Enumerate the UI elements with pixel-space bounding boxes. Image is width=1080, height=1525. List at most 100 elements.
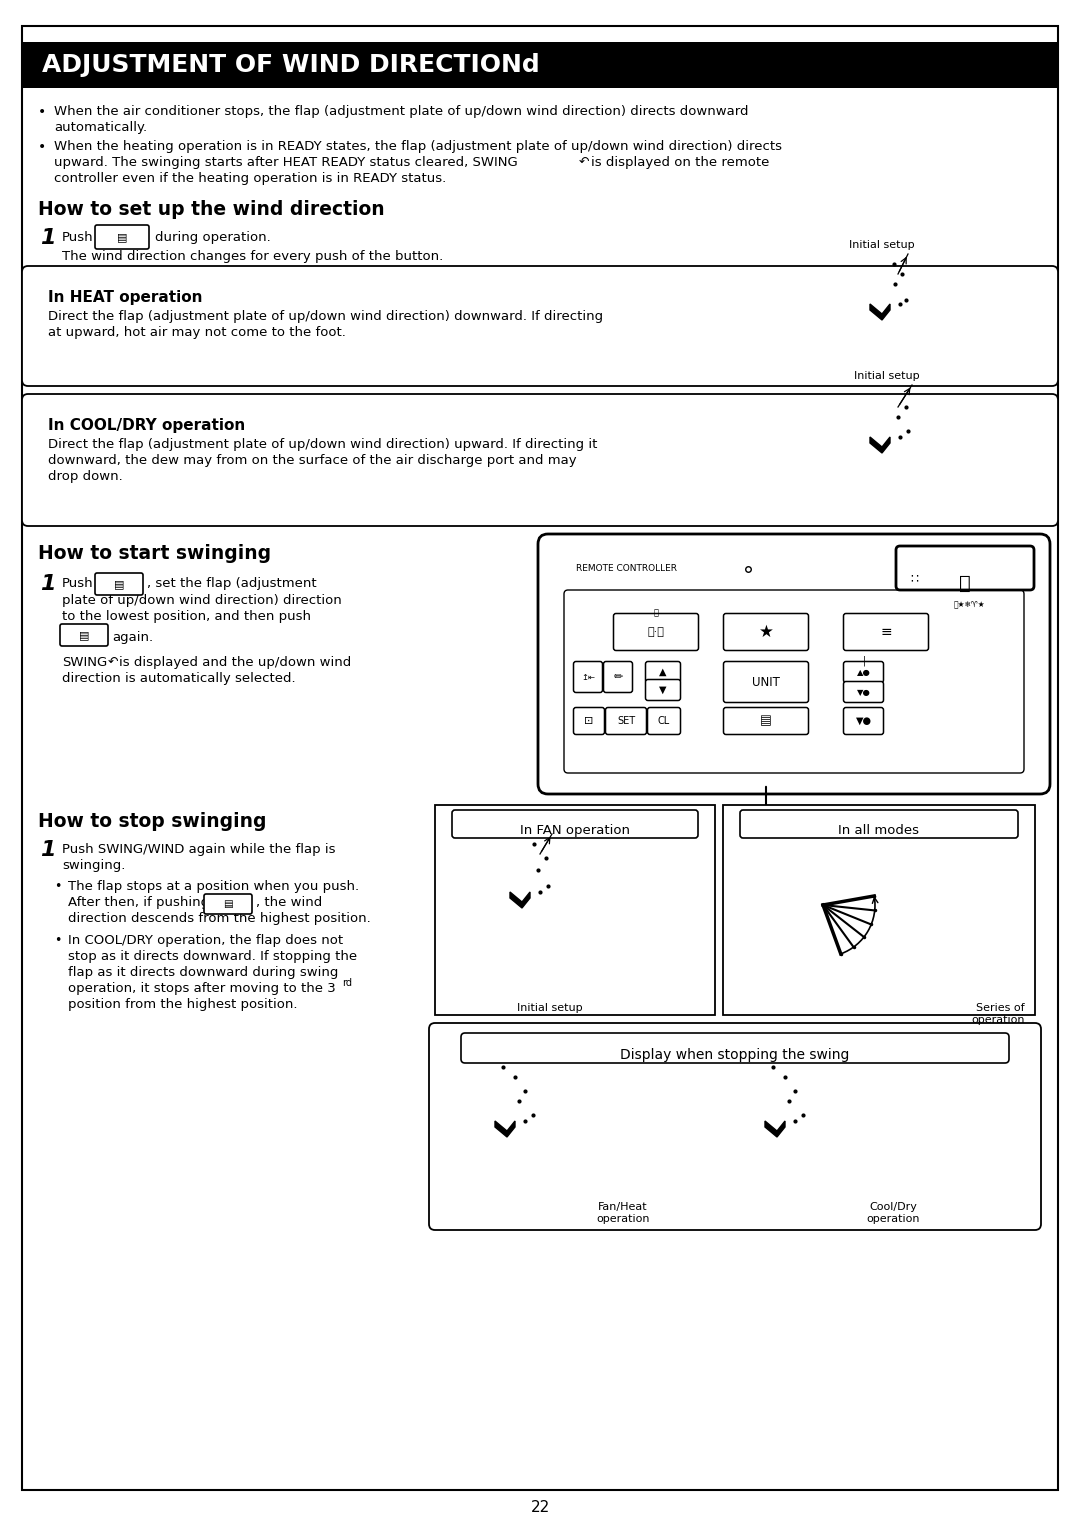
Text: When the air conditioner stops, the flap (adjustment plate of up/down wind direc: When the air conditioner stops, the flap…	[54, 105, 748, 117]
FancyBboxPatch shape	[843, 662, 883, 683]
Text: 1: 1	[40, 229, 55, 249]
Text: position from the highest position.: position from the highest position.	[68, 997, 297, 1011]
Bar	[22, 43, 1058, 88]
FancyBboxPatch shape	[453, 810, 698, 839]
Text: |: |	[862, 656, 866, 666]
Text: during operation.: during operation.	[156, 230, 271, 244]
Text: SET: SET	[617, 717, 635, 726]
Text: ✏: ✏	[613, 673, 623, 682]
FancyBboxPatch shape	[538, 534, 1050, 795]
Polygon shape	[870, 303, 890, 320]
Text: In all modes: In all modes	[838, 824, 919, 837]
Text: ▲●: ▲●	[856, 668, 870, 677]
Text: ▼: ▼	[659, 685, 666, 695]
Text: direction is automatically selected.: direction is automatically selected.	[62, 673, 296, 685]
Text: Ⓐ★❄♈★: Ⓐ★❄♈★	[954, 599, 985, 608]
Polygon shape	[870, 438, 890, 453]
Text: The wind direction changes for every push of the button.: The wind direction changes for every pus…	[62, 250, 443, 262]
FancyBboxPatch shape	[564, 590, 1024, 773]
Text: drop down.: drop down.	[48, 470, 123, 483]
Text: at upward, hot air may not come to the foot.: at upward, hot air may not come to the f…	[48, 326, 346, 339]
Text: Push SWING/WIND again while the flap is: Push SWING/WIND again while the flap is	[62, 843, 336, 856]
Text: In HEAT operation: In HEAT operation	[48, 290, 203, 305]
Text: After then, if pushing: After then, if pushing	[68, 897, 210, 909]
Text: upward. The swinging starts after HEAT READY status cleared, SWING: upward. The swinging starts after HEAT R…	[54, 156, 517, 169]
Text: The flap stops at a position when you push.: The flap stops at a position when you pu…	[68, 880, 360, 894]
FancyBboxPatch shape	[22, 393, 1058, 526]
Text: Direct the flap (adjustment plate of up/down wind direction) upward. If directin: Direct the flap (adjustment plate of up/…	[48, 438, 597, 451]
FancyBboxPatch shape	[573, 662, 603, 692]
FancyBboxPatch shape	[435, 805, 715, 1016]
FancyBboxPatch shape	[723, 805, 1035, 1016]
Text: ▤: ▤	[760, 715, 772, 727]
Text: automatically.: automatically.	[54, 120, 147, 134]
FancyBboxPatch shape	[461, 1032, 1009, 1063]
Text: , set the flap (adjustment: , set the flap (adjustment	[147, 576, 316, 590]
Text: ★: ★	[758, 624, 773, 640]
FancyBboxPatch shape	[843, 708, 883, 735]
Text: ⏲: ⏲	[653, 608, 659, 618]
Text: , the wind: , the wind	[256, 897, 322, 909]
Text: Cool/Dry
operation: Cool/Dry operation	[866, 1202, 920, 1223]
Text: How to start swinging: How to start swinging	[38, 544, 271, 563]
Text: is displayed on the remote: is displayed on the remote	[591, 156, 769, 169]
Text: UNIT: UNIT	[752, 676, 780, 688]
FancyBboxPatch shape	[724, 708, 809, 735]
FancyBboxPatch shape	[60, 624, 108, 647]
FancyBboxPatch shape	[22, 265, 1058, 386]
FancyBboxPatch shape	[429, 1023, 1041, 1231]
Text: ⊡: ⊡	[584, 717, 594, 726]
FancyBboxPatch shape	[646, 680, 680, 700]
FancyBboxPatch shape	[843, 682, 883, 703]
Text: In COOL/DRY operation: In COOL/DRY operation	[48, 418, 245, 433]
Text: In COOL/DRY operation, the flap does not: In COOL/DRY operation, the flap does not	[68, 933, 343, 947]
Text: Display when stopping the swing: Display when stopping the swing	[620, 1048, 850, 1061]
Text: 22: 22	[530, 1501, 550, 1514]
Text: 1: 1	[40, 840, 55, 860]
FancyBboxPatch shape	[573, 708, 605, 735]
Text: CL: CL	[658, 717, 670, 726]
Text: •: •	[54, 880, 62, 894]
Text: ↶: ↶	[108, 656, 119, 669]
Polygon shape	[495, 1121, 515, 1138]
FancyBboxPatch shape	[613, 613, 699, 651]
Text: When the heating operation is in READY states, the flap (adjustment plate of up/: When the heating operation is in READY s…	[54, 140, 782, 153]
Text: •: •	[54, 933, 62, 947]
Text: •: •	[38, 140, 46, 154]
Text: ⏻: ⏻	[959, 573, 971, 593]
Text: REMOTE CONTROLLER: REMOTE CONTROLLER	[576, 564, 677, 573]
Text: Initial setup: Initial setup	[517, 1003, 583, 1013]
Text: ▲: ▲	[659, 666, 666, 677]
FancyBboxPatch shape	[95, 226, 149, 249]
Text: ⏲·⏻: ⏲·⏻	[648, 627, 664, 637]
Text: •: •	[38, 105, 46, 119]
FancyBboxPatch shape	[22, 26, 1058, 1490]
Text: Push: Push	[62, 576, 94, 590]
FancyBboxPatch shape	[740, 810, 1018, 839]
Text: ADJUSTMENT OF WIND DIRECTIONd: ADJUSTMENT OF WIND DIRECTIONd	[42, 53, 540, 76]
FancyBboxPatch shape	[896, 546, 1034, 590]
Polygon shape	[765, 1121, 785, 1138]
FancyBboxPatch shape	[724, 662, 809, 703]
Text: Initial setup: Initial setup	[854, 371, 920, 381]
Text: swinging.: swinging.	[62, 859, 125, 872]
FancyBboxPatch shape	[606, 708, 647, 735]
Text: direction descends from the highest position.: direction descends from the highest posi…	[68, 912, 370, 926]
Text: ▤: ▤	[224, 900, 233, 909]
Text: ▤: ▤	[79, 630, 90, 640]
Text: ↥⇤: ↥⇤	[581, 673, 595, 682]
Text: ↶: ↶	[579, 156, 590, 169]
Text: operation, it stops after moving to the 3: operation, it stops after moving to the …	[68, 982, 336, 994]
FancyBboxPatch shape	[724, 613, 809, 651]
Text: Direct the flap (adjustment plate of up/down wind direction) downward. If direct: Direct the flap (adjustment plate of up/…	[48, 310, 603, 323]
Text: again.: again.	[112, 631, 153, 644]
FancyBboxPatch shape	[604, 662, 633, 692]
FancyBboxPatch shape	[648, 708, 680, 735]
Text: is displayed and the up/down wind: is displayed and the up/down wind	[119, 656, 351, 669]
FancyBboxPatch shape	[646, 662, 680, 683]
Text: to the lowest position, and then push: to the lowest position, and then push	[62, 610, 311, 624]
Text: flap as it directs downward during swing: flap as it directs downward during swing	[68, 965, 338, 979]
Text: Fan/Heat
operation: Fan/Heat operation	[596, 1202, 650, 1223]
Text: plate of up/down wind direction) direction: plate of up/down wind direction) directi…	[62, 595, 341, 607]
FancyBboxPatch shape	[843, 613, 929, 651]
